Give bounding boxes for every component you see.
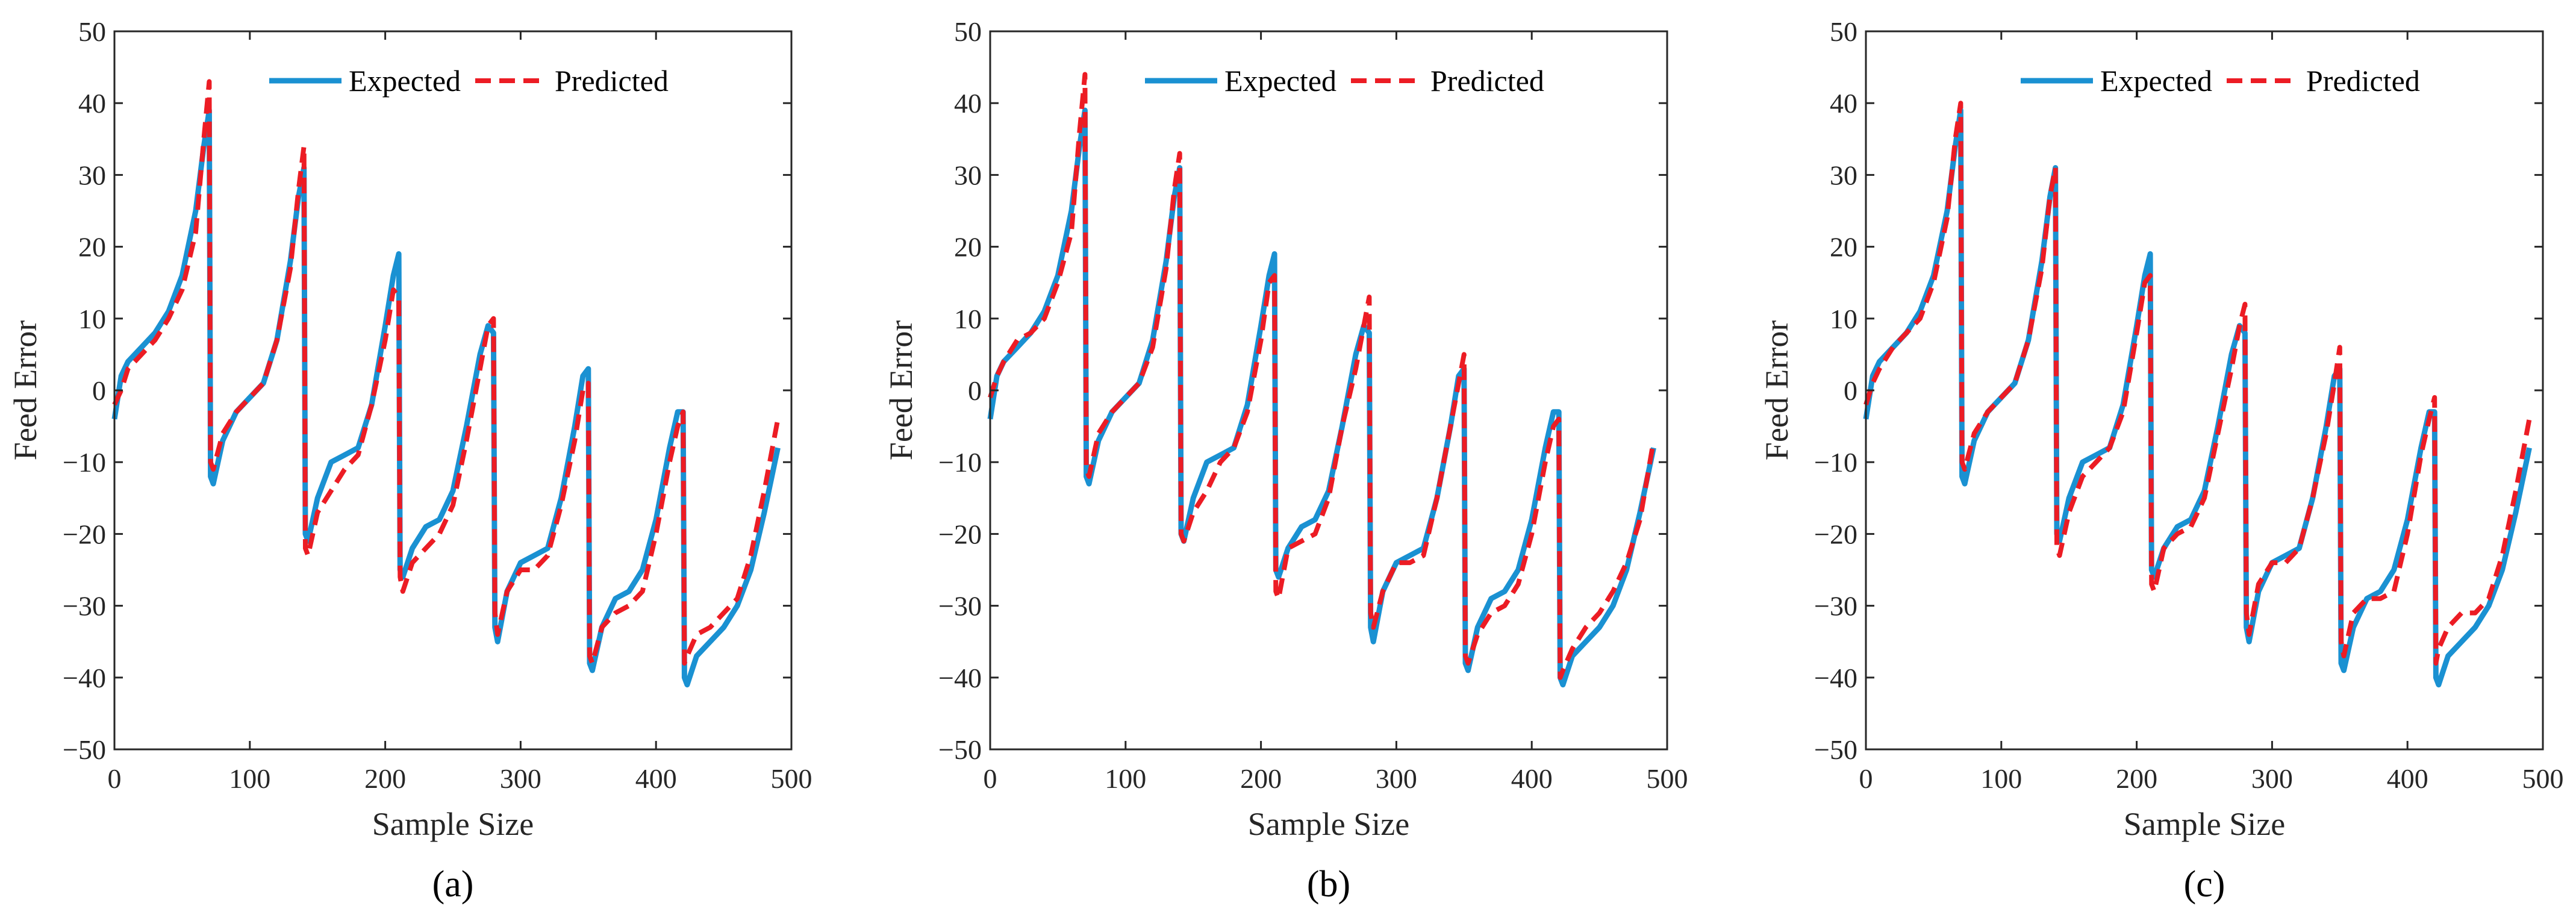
y-tick-label: 10 [1830, 304, 1857, 334]
x-tick-label: 500 [2522, 763, 2564, 794]
y-tick-label: 20 [1830, 232, 1857, 263]
y-tick-label: 0 [1844, 375, 1857, 406]
x-tick-label: 100 [229, 763, 270, 794]
y-tick-label: −40 [938, 663, 982, 693]
y-tick-label: −20 [1814, 519, 1857, 549]
y-axis-label: Feed Error [883, 320, 919, 460]
y-tick-label: 20 [954, 232, 982, 263]
y-tick-label: 10 [78, 304, 106, 334]
chart-panel-2: 0 100 200 300 400 500 −50 −40 −30 −20 −10 0 10 20 30 40… [883, 16, 1688, 905]
series-line-expected [111, 107, 781, 688]
x-tick-label: 0 [108, 763, 122, 794]
x-tick-label: 0 [1859, 763, 1873, 794]
y-tick-label: −50 [1814, 734, 1857, 765]
y-tick-label: 0 [92, 375, 106, 406]
x-tick-label: 300 [500, 763, 541, 794]
x-tick-label: 200 [2116, 763, 2157, 794]
x-tick-label: 200 [1240, 763, 1282, 794]
x-tick-label: 100 [1105, 763, 1146, 794]
x-tick-label: 0 [984, 763, 997, 794]
y-tick-label: 30 [954, 160, 982, 190]
y-axis-label: Feed Error [1759, 320, 1795, 460]
y-axis-label: Feed Error [7, 320, 43, 460]
y-tick-label: 50 [1830, 16, 1857, 47]
x-tick-label: 500 [771, 763, 812, 794]
y-tick-label: 40 [78, 88, 106, 119]
x-tick-label: 500 [1647, 763, 1688, 794]
y-tick-label: −20 [63, 519, 106, 549]
x-tick-label: 300 [1376, 763, 1417, 794]
series-line-predicted [1863, 101, 2532, 666]
panel-caption: (b) [1307, 864, 1350, 905]
y-tick-label: 40 [954, 88, 982, 119]
y-tick-label: −30 [1814, 591, 1857, 622]
x-axis-label: Sample Size [372, 806, 534, 842]
y-tick-label: −10 [938, 447, 982, 478]
y-tick-label: 30 [1830, 160, 1857, 190]
legend: Expected Predicted [2021, 64, 2420, 98]
x-tick-label: 400 [635, 763, 677, 794]
legend-label-expected: Expected [1224, 64, 1336, 98]
y-tick-label: 30 [78, 160, 106, 190]
x-axis-label: Sample Size [1248, 806, 1409, 842]
y-tick-label: 10 [954, 304, 982, 334]
y-tick-label: −30 [938, 591, 982, 622]
legend-label-predicted: Predicted [2306, 64, 2420, 98]
y-tick-label: 50 [954, 16, 982, 47]
x-tick-label: 200 [364, 763, 406, 794]
x-tick-label: 300 [2251, 763, 2293, 794]
legend: Expected Predicted [1145, 64, 1544, 98]
x-axis-label: Sample Size [2124, 806, 2285, 842]
x-tick-label: 100 [1980, 763, 2022, 794]
legend-label-predicted: Predicted [555, 64, 669, 98]
x-tick-label: 400 [2387, 763, 2428, 794]
series-line-predicted [988, 72, 1656, 680]
y-tick-label: −30 [63, 591, 106, 622]
y-tick-label: −50 [63, 734, 106, 765]
legend: Expected Predicted [269, 64, 669, 98]
x-tick-label: 400 [1511, 763, 1553, 794]
panel-caption: (a) [432, 864, 474, 905]
y-tick-label: −40 [1814, 663, 1857, 693]
y-tick-label: −10 [1814, 447, 1857, 478]
legend-label-expected: Expected [2100, 64, 2212, 98]
chart-panel-3: 0 100 200 300 400 500 −50 −40 −30 −20 −10 0 10 20 30 40… [1759, 16, 2564, 905]
y-tick-label: 0 [968, 375, 982, 406]
y-tick-label: 50 [78, 16, 106, 47]
legend-label-expected: Expected [349, 64, 461, 98]
legend-label-predicted: Predicted [1430, 64, 1544, 98]
panel-caption: (c) [2184, 864, 2225, 905]
y-tick-label: 20 [78, 232, 106, 263]
y-tick-label: −20 [938, 519, 982, 549]
y-tick-label: −40 [63, 663, 106, 693]
chart-panel-1: 0 100 200 300 400 500 −50 −40 −30 −20 −10 0 10 20 30 40… [7, 16, 812, 905]
y-tick-label: 40 [1830, 88, 1857, 119]
y-tick-label: −50 [938, 734, 982, 765]
y-tick-label: −10 [63, 447, 106, 478]
